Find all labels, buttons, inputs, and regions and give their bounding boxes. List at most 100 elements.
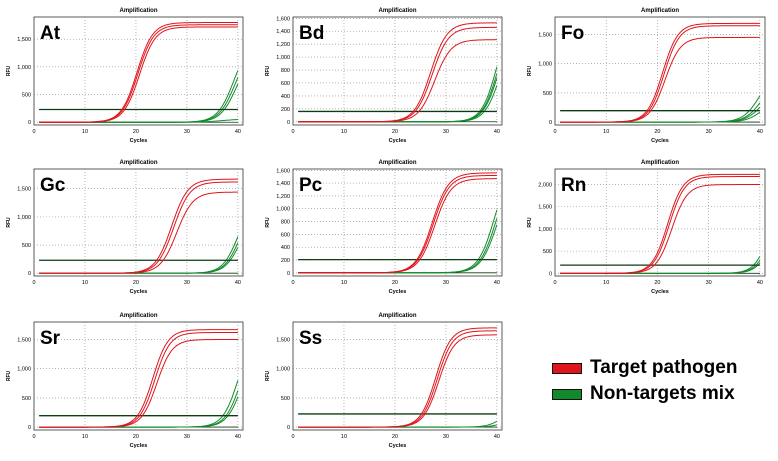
target-curve: [560, 184, 760, 274]
x-axis-label: Cycles: [130, 138, 148, 144]
chart-title: Amplification: [119, 160, 157, 166]
x-tick-label: 10: [603, 280, 609, 286]
y-tick-label: 1,400: [276, 181, 290, 187]
x-tick-label: 30: [443, 129, 449, 135]
legend-swatch-target: [552, 362, 582, 374]
x-tick-label: 0: [32, 434, 35, 440]
panel-ss: 0 10 20 30 40 0 500 1,000 1,500 Amplification Cycl…: [265, 313, 503, 449]
curves: [39, 178, 239, 274]
x-tick-label: 0: [553, 129, 556, 135]
y-tick-label: 0: [549, 271, 552, 277]
x-tick-label: 10: [341, 129, 347, 135]
x-tick-label: 40: [757, 129, 763, 135]
y-axis-label: RFU: [265, 217, 271, 228]
panel-at: 0 10 20 30 40 0 500 1,000 1,500 Amplification Cycl…: [6, 8, 244, 144]
y-axis-label: RFU: [6, 370, 12, 381]
y-tick-label: 1,500: [17, 187, 31, 193]
target-curve: [298, 178, 497, 274]
x-tick-label: 20: [133, 434, 139, 440]
curves: [298, 327, 498, 428]
x-axis-label: Cycles: [651, 289, 669, 295]
panel-label: Rn: [561, 175, 586, 196]
target-curve: [298, 39, 497, 123]
y-tick-label: 500: [543, 249, 552, 255]
chart-title: Amplification: [378, 160, 416, 166]
curves: [39, 22, 239, 123]
y-tick-label: 1,500: [17, 338, 31, 344]
y-tick-label: 1,500: [538, 33, 552, 39]
x-tick-label: 0: [291, 280, 294, 286]
y-axis-label: RFU: [265, 65, 271, 76]
panel-fo: 0 10 20 30 40 0 500 1,000 1,500 Amplification Cycl…: [527, 8, 766, 144]
panel-label: Gc: [40, 175, 66, 196]
y-tick-label: 0: [28, 271, 31, 277]
panel-label: At: [40, 23, 61, 44]
x-tick-label: 0: [32, 280, 35, 286]
x-axis-label: Cycles: [130, 443, 148, 449]
y-axis-label: RFU: [6, 65, 12, 76]
panel-bd: 0 10 20 30 4002004006008001,0001,2001,4001,6…: [265, 8, 503, 144]
y-tick-label: 400: [281, 94, 290, 100]
y-tick-label: 2,000: [538, 183, 552, 189]
y-tick-label: 1,600: [276, 16, 290, 22]
chart-title: Amplification: [641, 8, 679, 14]
y-axis-label: RFU: [527, 65, 533, 76]
y-tick-label: 1,500: [276, 338, 290, 344]
y-tick-label: 500: [22, 396, 31, 402]
panel-label: Bd: [299, 23, 324, 44]
curves: [39, 329, 239, 428]
legend-item-target: Target pathogen: [552, 355, 772, 381]
y-tick-label: 500: [281, 396, 290, 402]
y-tick-label: 1,500: [538, 205, 552, 211]
y-tick-label: 1,000: [17, 367, 31, 373]
legend-item-nontarget: Non-targets mix: [552, 381, 772, 407]
panel-pc: 0 10 20 30 4002004006008001,0001,2001,4001,6…: [265, 160, 503, 295]
x-tick-label: 40: [235, 280, 241, 286]
x-tick-label: 40: [757, 280, 763, 286]
x-tick-label: 10: [82, 129, 88, 135]
x-tick-label: 20: [392, 434, 398, 440]
curves: [560, 22, 761, 123]
y-tick-label: 0: [287, 271, 290, 277]
plot-frame: [292, 16, 503, 126]
y-axis-label: RFU: [527, 217, 533, 228]
y-tick-label: 0: [28, 425, 31, 431]
x-axis-label: Cycles: [389, 289, 407, 295]
y-axis-label: RFU: [265, 370, 271, 381]
y-tick-label: 1,200: [276, 194, 290, 200]
x-axis-label: Cycles: [651, 138, 669, 144]
panel-rn: 0 10 20 30 40 0 500 1,000 1,500 2,000 Amplificatio…: [527, 160, 766, 295]
y-tick-label: 1,200: [276, 42, 290, 48]
y-tick-label: 0: [287, 425, 290, 431]
y-tick-label: 1,500: [17, 37, 31, 43]
chart-title: Amplification: [641, 160, 679, 166]
x-tick-label: 0: [291, 434, 294, 440]
y-tick-label: 0: [287, 120, 290, 126]
x-tick-label: 40: [235, 129, 241, 135]
y-tick-label: 600: [281, 232, 290, 238]
y-tick-label: 200: [281, 258, 290, 264]
chart-title: Amplification: [119, 8, 157, 14]
y-tick-label: 200: [281, 107, 290, 113]
x-tick-label: 20: [654, 129, 660, 135]
x-axis-label: Cycles: [389, 138, 407, 144]
curves: [298, 172, 498, 274]
legend-label-nontarget: Non-targets mix: [590, 383, 735, 404]
x-tick-label: 30: [443, 434, 449, 440]
y-tick-label: 1,400: [276, 29, 290, 35]
legend-label-target: Target pathogen: [590, 357, 738, 378]
plot-frame: [292, 321, 503, 431]
y-tick-label: 1,000: [17, 65, 31, 71]
x-axis-label: Cycles: [389, 443, 407, 449]
x-tick-label: 10: [82, 434, 88, 440]
x-tick-label: 30: [184, 434, 190, 440]
y-tick-label: 1,600: [276, 168, 290, 174]
x-tick-label: 40: [494, 434, 500, 440]
panel-label: Ss: [299, 328, 322, 349]
y-axis-label: RFU: [6, 217, 12, 228]
x-tick-label: 10: [82, 280, 88, 286]
x-tick-label: 40: [494, 129, 500, 135]
y-tick-label: 500: [22, 93, 31, 99]
